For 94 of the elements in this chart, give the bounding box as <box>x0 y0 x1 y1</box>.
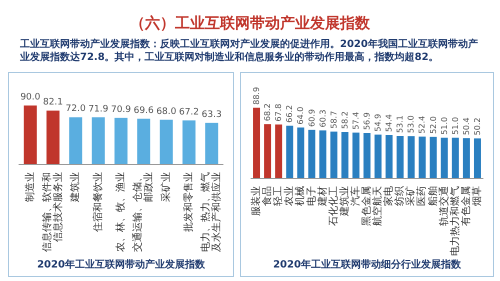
x-tick-label: 医药 <box>416 186 428 206</box>
data-label: 52.4 <box>418 116 427 134</box>
text: 2020年工业互联网带动细分行业发展指数 <box>273 258 462 270</box>
bar <box>474 138 481 178</box>
bar <box>264 124 272 178</box>
x-tick-label: 电力热力和燃气 <box>448 186 461 256</box>
data-label: 53.0 <box>406 115 416 134</box>
data-label: 54.9 <box>374 114 383 132</box>
data-label: 70.9 <box>110 104 132 115</box>
data-label: 88.9 <box>252 86 262 105</box>
x-tick-label: 纺织 <box>394 186 406 206</box>
data-label: 68.0 <box>156 106 177 117</box>
bar <box>330 132 338 178</box>
bar <box>308 130 316 178</box>
data-label: 57.4 <box>351 112 360 130</box>
x-tick-label: 家电 <box>382 186 395 206</box>
x-tick-label: 建材 <box>316 186 328 207</box>
x-tick-label: 电力、热力、燃气及水生产和供应业 <box>200 172 223 252</box>
text: （六）工业互联网带动产业发展指数 <box>129 14 371 33</box>
data-label: 67.8 <box>274 104 284 122</box>
bar <box>297 127 304 178</box>
data-label: 50.4 <box>462 117 471 136</box>
x-tick-label: 航空航天 <box>372 186 384 226</box>
bar <box>205 122 218 164</box>
data-label: 67.2 <box>178 107 200 118</box>
data-label: 58.7 <box>329 110 338 129</box>
bar <box>160 120 173 164</box>
bar <box>275 124 282 178</box>
bar <box>352 132 360 178</box>
data-label: 51.0 <box>440 116 449 135</box>
x-tick-label: 农业 <box>283 186 296 206</box>
x-tick-label: 服装业 <box>250 186 262 216</box>
x-tick-label: 住宿和餐饮业 <box>92 172 104 232</box>
bar <box>452 138 459 178</box>
x-tick-label: 食品 <box>261 186 274 206</box>
x-tick-label: 建筑业 <box>69 172 82 203</box>
x-tick-label: 机械 <box>294 186 306 206</box>
data-label: 64.0 <box>296 106 306 124</box>
x-tick-label: 烟草 <box>470 186 483 206</box>
bar <box>286 126 294 178</box>
x-tick-label: 电子 <box>305 186 318 206</box>
bar <box>319 130 326 178</box>
bar <box>408 136 415 178</box>
data-label: 54.4 <box>384 114 394 132</box>
data-label: 90.0 <box>20 92 41 102</box>
bar <box>374 134 382 178</box>
data-label: 58.2 <box>340 111 350 130</box>
data-label: 53.1 <box>396 115 405 134</box>
bar <box>341 132 348 178</box>
data-label: 60.3 <box>318 110 328 128</box>
bar <box>253 108 260 178</box>
data-label: 72.0 <box>66 104 86 114</box>
bar <box>137 118 150 164</box>
data-label: 50.2 <box>472 118 482 136</box>
x-tick-label: 交通运输、仓储、邮政业 <box>132 172 155 252</box>
x-tick-label: 汽车 <box>349 186 362 206</box>
x-tick-label: 黑色金属 <box>360 186 372 226</box>
data-label: 71.9 <box>88 104 109 114</box>
bar <box>440 138 448 178</box>
bar <box>396 136 404 178</box>
bar <box>69 117 82 164</box>
data-label: 60.9 <box>307 109 316 127</box>
data-label: 69.6 <box>134 106 154 116</box>
x-tick-label: 采矿业 <box>160 172 172 202</box>
data-label: 51.0 <box>450 116 460 135</box>
bar <box>364 133 370 178</box>
bar <box>24 106 37 164</box>
x-tick-label: 制造业 <box>24 172 36 202</box>
text: 2020年工业互联网带动产业发展指数 <box>37 258 206 270</box>
x-tick-label: 批发和零售业 <box>182 172 194 232</box>
text: 工业互联网带动产业发展指数：反映工业互联网对产业发展的促进作用。2020年我国工业互联网带动产业发展指数达72.8。其中，工业互联网对制造业和信息服务业的带动作用最高，指数均超82。 <box>20 38 479 64</box>
data-label: 68.2 <box>263 103 272 122</box>
x-tick-label: 轨道交通 <box>438 186 450 226</box>
x-tick-label: 采矿 <box>404 186 417 206</box>
data-label: 56.9 <box>362 112 372 130</box>
bar <box>114 118 128 164</box>
data-label: 82.1 <box>42 98 64 108</box>
bar <box>462 138 470 178</box>
bar <box>386 135 393 178</box>
data-label: 66.2 <box>285 104 294 123</box>
x-tick-label: 有色金属 <box>460 186 472 226</box>
x-tick-label: 轻工 <box>272 186 284 206</box>
x-tick-label: 信息传输、软件和信息技术服务业 <box>41 172 64 252</box>
x-tick-label: 船舶 <box>426 186 439 206</box>
x-tick-label: 建筑业 <box>338 186 350 217</box>
bar <box>182 120 196 164</box>
bar <box>92 117 105 164</box>
bar <box>430 136 437 178</box>
x-tick-label: 农、林、牧、渔业 <box>114 172 126 252</box>
data-label: 52.0 <box>428 116 438 134</box>
bar <box>46 110 60 164</box>
bar <box>418 136 426 178</box>
x-tick-label: 石化化工 <box>327 186 340 226</box>
data-label: 63.3 <box>202 110 222 120</box>
